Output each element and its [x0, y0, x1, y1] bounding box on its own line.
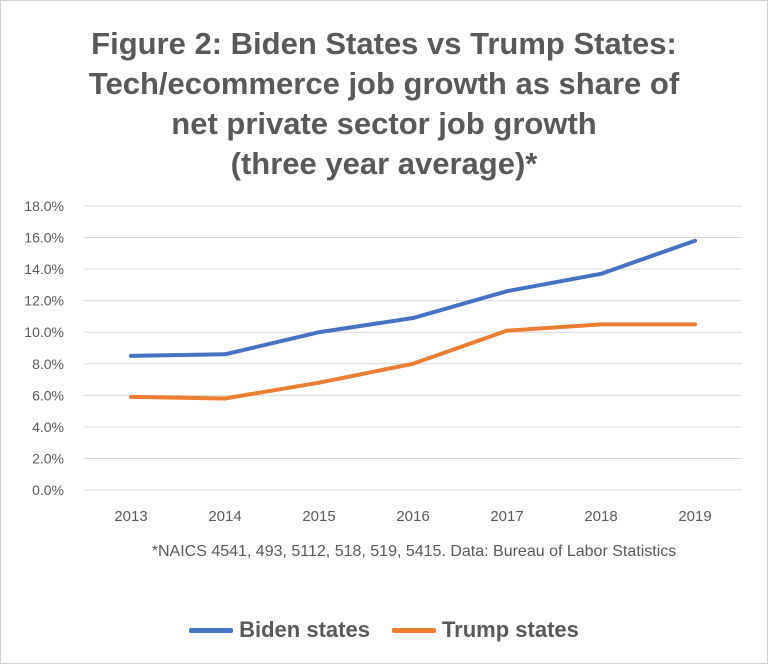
footnote: *NAICS 4541, 493, 5112, 518, 519, 5415. …: [151, 543, 677, 560]
x-tick-label: 2013: [114, 508, 147, 525]
y-tick-label: 14.0%: [24, 261, 64, 277]
y-tick-label: 0.0%: [32, 482, 64, 498]
legend: Biden states Trump states: [0, 617, 768, 643]
series-line-trump: [129, 322, 697, 401]
legend-item-trump: Trump states: [391, 617, 579, 643]
x-tick-label: 2016: [396, 508, 429, 525]
chart-title-line-2: Tech/ecommerce job growth as share of: [88, 66, 680, 101]
y-tick-label: 2.0%: [32, 450, 64, 466]
x-tick-label: 2018: [584, 508, 617, 525]
y-tick-label: 18.0%: [24, 198, 64, 214]
chart-title-line-3: net private sector job growth: [171, 106, 597, 141]
y-tick-label: 12.0%: [24, 293, 64, 309]
x-axis-ticks: 2013 2014 2015 2016 2017 2018 2019: [114, 508, 711, 525]
legend-label-biden: Biden states: [239, 617, 370, 642]
y-tick-label: 16.0%: [24, 230, 64, 246]
legend-swatch-trump: [391, 627, 436, 633]
y-tick-label: 8.0%: [32, 356, 64, 372]
legend-item-biden: Biden states: [189, 617, 370, 643]
legend-label-trump: Trump states: [441, 617, 579, 642]
series-lines: [129, 238, 697, 401]
y-tick-label: 4.0%: [32, 419, 64, 435]
y-tick-label: 10.0%: [24, 324, 64, 340]
chart-title-line-4: (three year average)*: [230, 146, 538, 181]
chart-title: Figure 2: Biden States vs Trump States: …: [0, 24, 768, 184]
chart-title-line-1: Figure 2: Biden States vs Trump States:: [91, 26, 677, 61]
x-tick-label: 2015: [302, 508, 335, 525]
y-axis-ticks: 0.0% 2.0% 4.0% 6.0% 8.0% 10.0% 12.0% 14.0% 16.0%…: [24, 198, 64, 498]
x-tick-label: 2014: [208, 508, 241, 525]
series-line-biden: [129, 238, 697, 358]
x-tick-label: 2019: [678, 508, 711, 525]
x-tick-label: 2017: [490, 508, 523, 525]
y-tick-label: 6.0%: [32, 387, 64, 403]
legend-swatch-biden: [189, 627, 234, 633]
gridlines: [84, 205, 742, 491]
